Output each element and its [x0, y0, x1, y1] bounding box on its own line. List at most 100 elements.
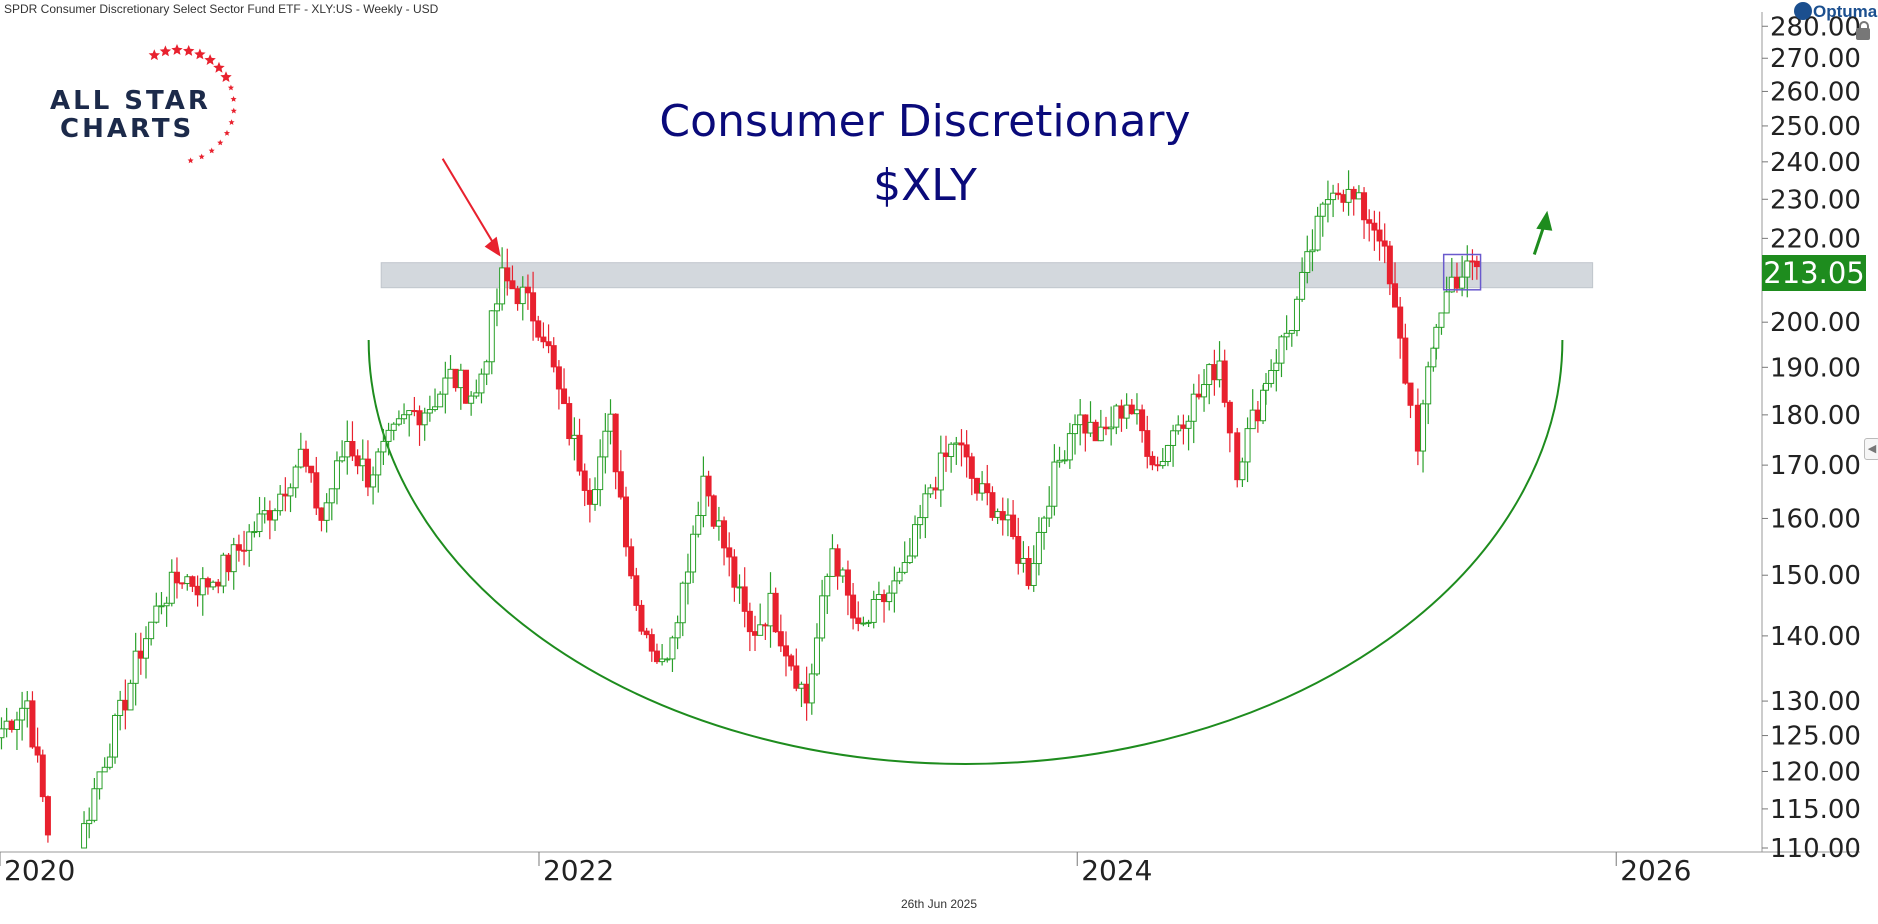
- y-tick-label: 250.00: [1770, 112, 1861, 142]
- candle-body: [1221, 360, 1228, 403]
- candle-body: [1249, 409, 1256, 430]
- x-tick-label: 2024: [1081, 854, 1152, 887]
- candle-body: [339, 456, 346, 462]
- candle-body: [581, 470, 588, 491]
- candle-body: [1128, 404, 1135, 415]
- logo-star: [228, 119, 235, 125]
- candle-body: [860, 622, 867, 625]
- candle-body: [235, 544, 242, 551]
- candle-body: [870, 598, 877, 623]
- candle-body: [1108, 426, 1115, 430]
- candle-body: [3, 720, 10, 730]
- candle-body: [426, 409, 433, 414]
- candle-body: [153, 605, 160, 623]
- candle-body: [251, 531, 258, 534]
- candle-body: [1397, 306, 1404, 339]
- candle-body: [359, 458, 366, 467]
- collapse-panel-icon[interactable]: ◀: [1864, 438, 1878, 460]
- candle-body: [256, 513, 263, 533]
- y-tick-label: 170.00: [1770, 451, 1861, 481]
- candle-body: [989, 492, 996, 518]
- candle-body: [1473, 260, 1480, 268]
- candle-body: [411, 410, 418, 413]
- candle-body: [189, 576, 196, 587]
- candle-body: [1262, 382, 1269, 391]
- candle-body: [1030, 563, 1037, 586]
- candle-body: [535, 320, 542, 338]
- candle-body: [473, 392, 480, 397]
- candle-body: [607, 413, 614, 432]
- x-tick-label: 2022: [543, 854, 614, 887]
- candle-body: [1010, 514, 1017, 537]
- y-tick-label: 115.00: [1770, 795, 1861, 825]
- candle-body: [287, 487, 294, 497]
- candle-body: [829, 548, 836, 577]
- candle-body: [576, 434, 583, 472]
- candle-body: [1414, 404, 1421, 452]
- candle-body: [1361, 192, 1368, 221]
- candle-body: [158, 605, 165, 608]
- candle-body: [297, 448, 304, 468]
- candle-body: [483, 361, 490, 375]
- candle-body: [313, 472, 320, 509]
- candle-body: [844, 569, 851, 596]
- candle-body: [0, 728, 5, 739]
- candle-body: [550, 345, 557, 368]
- candle-body: [447, 368, 454, 379]
- candle-body: [1072, 424, 1079, 435]
- logo-star: [183, 45, 195, 56]
- y-tick-label: 140.00: [1770, 622, 1861, 652]
- y-tick-label: 125.00: [1770, 722, 1861, 752]
- candle-body: [261, 510, 268, 515]
- candle-body: [292, 466, 299, 489]
- lock-icon[interactable]: [1856, 21, 1870, 40]
- green-arrow-head: [1536, 210, 1553, 231]
- candle-body: [690, 533, 697, 573]
- candle-body: [602, 430, 609, 458]
- candle-body: [839, 569, 846, 577]
- candle-body: [953, 442, 960, 445]
- y-tick-label: 160.00: [1770, 504, 1861, 534]
- candle-body: [344, 441, 351, 458]
- candle-body: [272, 510, 279, 521]
- candle-body: [1226, 401, 1233, 434]
- candle-body: [199, 578, 206, 596]
- candle-body: [1425, 366, 1432, 405]
- logo-line-2: CHARTS: [60, 114, 195, 144]
- candle-body: [1195, 393, 1202, 398]
- candle-body: [901, 562, 908, 573]
- y-tick-label: 120.00: [1770, 757, 1861, 787]
- candle-body: [912, 524, 919, 557]
- candle-body: [592, 489, 599, 505]
- candle-body: [1273, 362, 1280, 372]
- candle-body: [597, 456, 604, 491]
- candle-body: [958, 442, 965, 446]
- candle-body: [1175, 424, 1182, 432]
- candle-body: [622, 496, 629, 548]
- candle-body: [432, 406, 439, 411]
- candle-body: [117, 699, 124, 716]
- candle-body: [148, 621, 155, 640]
- candle-body: [664, 658, 671, 661]
- candle-body: [96, 771, 103, 790]
- candle-body: [1324, 199, 1331, 205]
- candle-body: [401, 414, 408, 420]
- candle-body: [767, 592, 774, 627]
- candle-body: [266, 510, 273, 521]
- candle-body: [132, 650, 139, 684]
- candle-body: [1123, 404, 1130, 419]
- candle-body: [8, 720, 15, 730]
- logo-star: [227, 84, 234, 91]
- candle-body: [726, 547, 733, 558]
- candle-body: [1015, 535, 1022, 564]
- candle-body: [468, 395, 475, 404]
- candle-body: [927, 487, 934, 495]
- candle-body: [19, 707, 26, 721]
- candle-body: [746, 610, 753, 633]
- candle-body: [1438, 312, 1445, 328]
- candle-body: [1092, 421, 1099, 442]
- y-tick-label: 190.00: [1770, 353, 1861, 383]
- candle-body: [545, 341, 552, 347]
- candle-body: [504, 267, 511, 282]
